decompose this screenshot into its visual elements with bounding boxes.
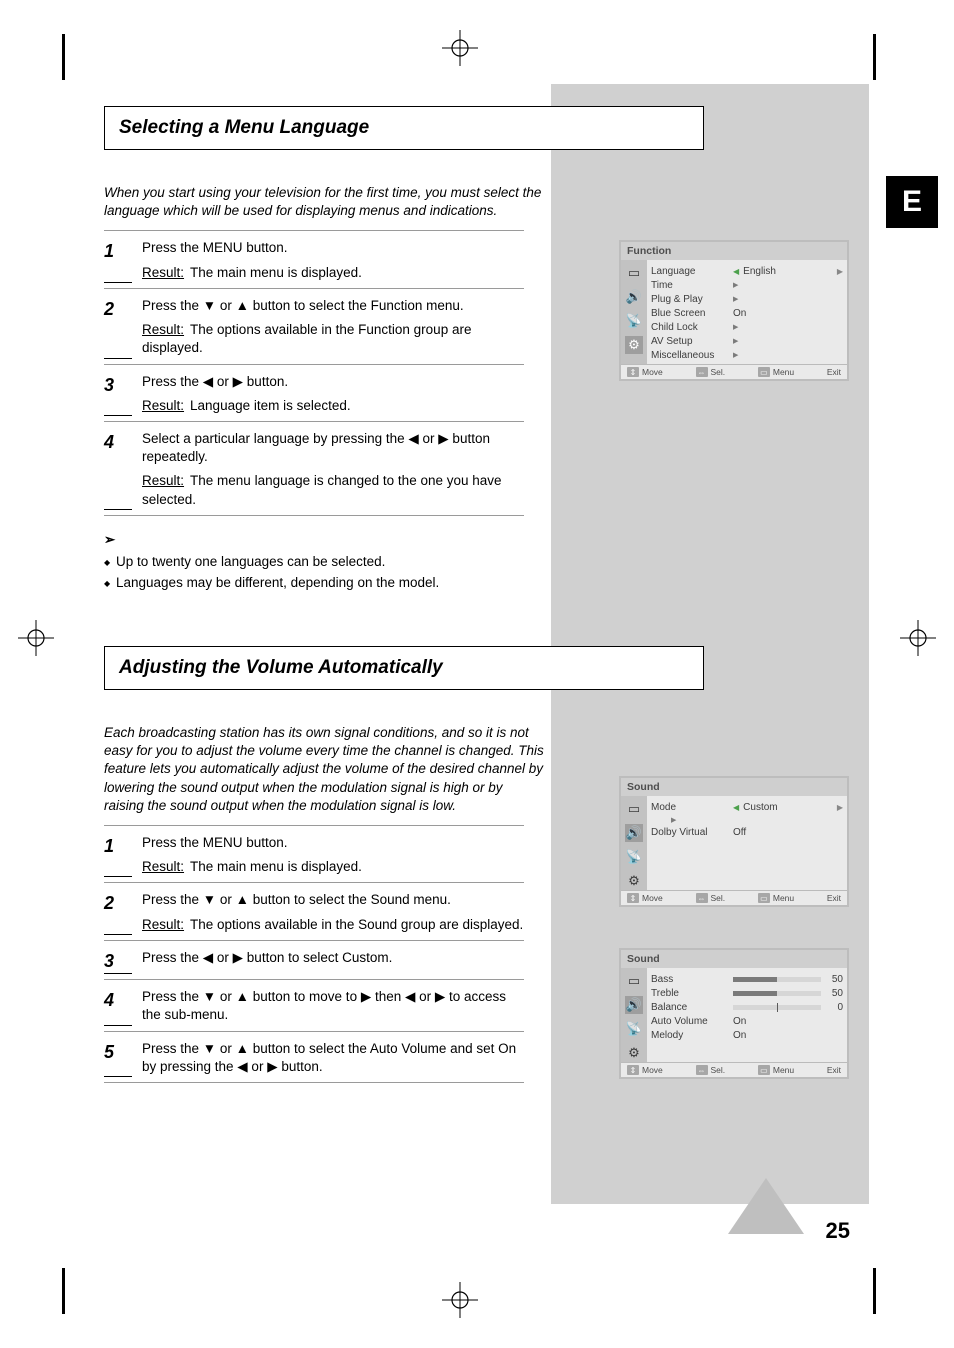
- note-item: Languages may be different, depending on…: [104, 575, 544, 590]
- section-title-box: Selecting a Menu Language: [104, 106, 704, 150]
- step-row: 2Press the ▼ or ▲ button to select the S…: [104, 882, 524, 939]
- step-row: 1Press the MENU button.Result:The main m…: [104, 230, 524, 287]
- step-row: 5Press the ▼ or ▲ button to select the A…: [104, 1031, 524, 1083]
- step-row: 2Press the ▼ or ▲ button to select the F…: [104, 288, 524, 364]
- continue-arrow-icon: [728, 1178, 804, 1234]
- section-title: Selecting a Menu Language: [119, 117, 689, 139]
- section-intro: When you start using your television for…: [104, 184, 544, 220]
- step-row: 4Press the ▼ or ▲ button to move to ▶ th…: [104, 979, 524, 1030]
- steps-list: 1Press the MENU button.Result:The main m…: [104, 230, 524, 515]
- section-intro: Each broadcasting station has its own si…: [104, 724, 544, 815]
- note-item: Up to twenty one languages can be select…: [104, 554, 544, 569]
- step-row: 3Press the ◀ or ▶ button to select Custo…: [104, 940, 524, 979]
- crop-mark: [62, 34, 65, 80]
- page-content: Selecting a Menu Language When you start…: [104, 106, 704, 1083]
- crop-mark: [62, 1268, 65, 1314]
- step-row: 1Press the MENU button.Result:The main m…: [104, 825, 524, 882]
- registration-mark-icon: [442, 30, 478, 66]
- section-title-box: Adjusting the Volume Automatically: [104, 646, 704, 690]
- steps-list: 1Press the MENU button.Result:The main m…: [104, 825, 524, 1083]
- crop-mark: [873, 34, 876, 80]
- note-block: ➢ Up to twenty one languages can be sele…: [104, 532, 544, 590]
- section-title: Adjusting the Volume Automatically: [119, 657, 689, 679]
- registration-mark-icon: [442, 1282, 478, 1318]
- note-icon: ➢: [104, 532, 115, 547]
- step-row: 3Press the ◀ or ▶ button.Result:Language…: [104, 364, 524, 421]
- language-tab: E: [886, 176, 938, 228]
- step-row: 4Select a particular language by pressin…: [104, 421, 524, 516]
- page-number: 25: [826, 1218, 850, 1244]
- registration-mark-icon: [18, 620, 54, 656]
- crop-mark: [873, 1268, 876, 1314]
- registration-mark-icon: [900, 620, 936, 656]
